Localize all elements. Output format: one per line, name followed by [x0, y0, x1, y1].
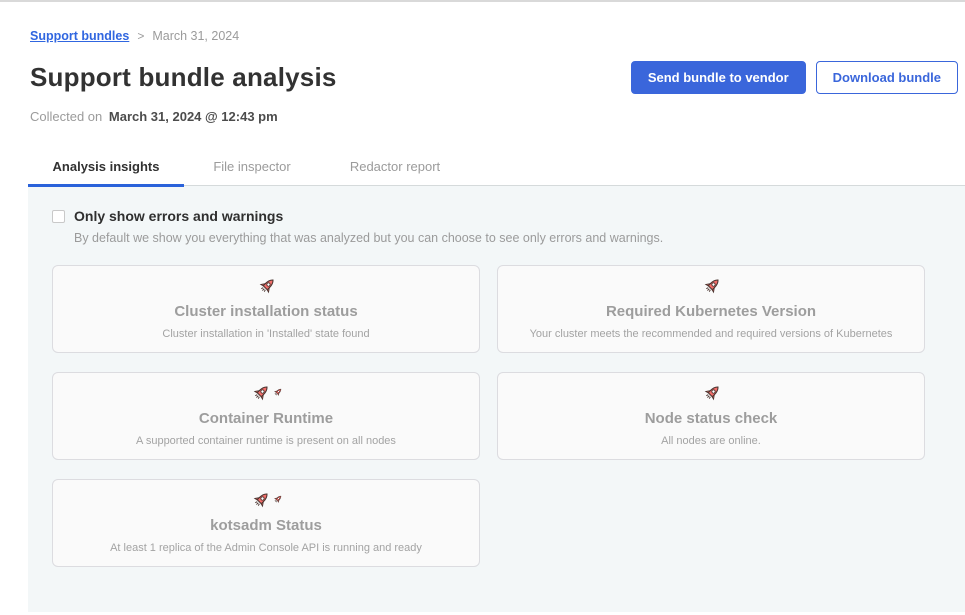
insight-card-kotsadm-status: kotsadm Status At least 1 replica of the…	[52, 479, 480, 567]
send-bundle-to-vendor-button[interactable]: Send bundle to vendor	[630, 61, 806, 94]
collected-on-line: Collected on March 31, 2024 @ 12:43 pm	[30, 109, 958, 124]
breadcrumb-link-support-bundles[interactable]: Support bundles	[30, 29, 130, 43]
tab-bar: Analysis insights File inspector Redacto…	[28, 149, 965, 187]
insight-card-node-status-check: Node status check All nodes are online.	[497, 372, 925, 460]
rocket-double-icon	[250, 383, 283, 404]
insight-card-title: Node status check	[644, 410, 778, 427]
filter-description: By default we show you everything that w…	[74, 231, 664, 245]
top-border-line	[0, 0, 965, 2]
download-bundle-button[interactable]: Download bundle	[815, 61, 958, 94]
insight-cards: Cluster installation status Cluster inst…	[52, 265, 965, 567]
analysis-insights-panel: Only show errors and warnings By default…	[28, 186, 965, 612]
rocket-double-icon	[250, 490, 283, 511]
only-errors-warnings-checkbox[interactable]	[52, 209, 65, 223]
insight-card-title: Cluster installation status	[174, 303, 358, 320]
page-header: Support bundles > March 31, 2024 Support…	[0, 29, 965, 124]
insight-card-required-kubernetes-version: Required Kubernetes Version Your cluster…	[497, 265, 925, 353]
insight-card-detail: At least 1 replica of the Admin Console …	[110, 542, 422, 554]
tab-analysis-insights[interactable]: Analysis insights	[28, 149, 184, 187]
insight-card-detail: All nodes are online.	[661, 435, 761, 447]
breadcrumb-current: March 31, 2024	[152, 29, 240, 43]
insight-card-detail: Cluster installation in 'Installed' stat…	[162, 328, 370, 340]
insight-card-title: Container Runtime	[198, 410, 334, 427]
insight-card-detail: A supported container runtime is present…	[136, 435, 396, 447]
breadcrumb: Support bundles > March 31, 2024	[30, 29, 958, 43]
insight-card-title: kotsadm Status	[210, 517, 322, 534]
rocket-icon	[701, 276, 722, 297]
rocket-icon	[701, 383, 722, 404]
filter-row: Only show errors and warnings	[52, 208, 965, 224]
insight-card-cluster-installation-status: Cluster installation status Cluster inst…	[52, 265, 480, 353]
collected-timestamp: March 31, 2024 @ 12:43 pm	[108, 109, 278, 124]
breadcrumb-separator: >	[137, 29, 145, 43]
tab-file-inspector[interactable]: File inspector	[213, 159, 291, 174]
page-title: Support bundle analysis	[30, 62, 337, 92]
insight-card-container-runtime: Container Runtime A supported container …	[52, 372, 480, 460]
insight-card-detail: Your cluster meets the recommended and r…	[529, 328, 893, 340]
insight-card-title: Required Kubernetes Version	[605, 303, 817, 320]
filter-checkbox-label[interactable]: Only show errors and warnings	[74, 208, 284, 224]
tab-redactor-report[interactable]: Redactor report	[349, 159, 441, 174]
rocket-icon	[256, 276, 277, 297]
header-actions: Send bundle to vendor Download bundle	[630, 61, 958, 94]
collected-prefix: Collected on	[30, 109, 103, 124]
